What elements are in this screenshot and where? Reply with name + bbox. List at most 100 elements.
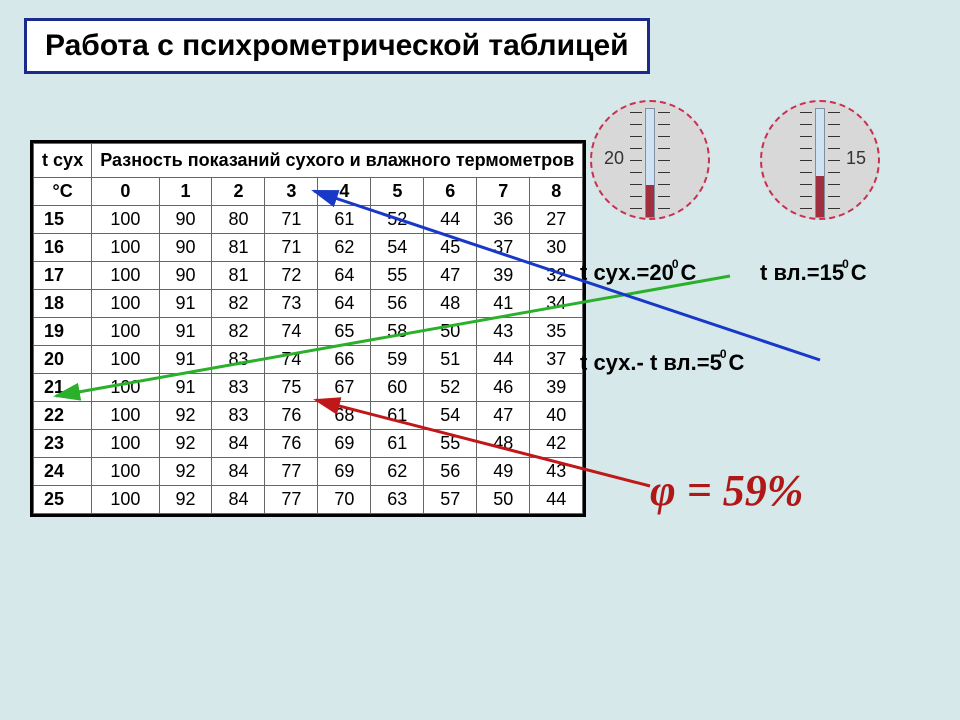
thermometer-reading: 15 bbox=[846, 148, 866, 169]
table-cell: 74 bbox=[265, 346, 318, 374]
table-cell: 59 bbox=[371, 346, 424, 374]
psychrometric-table: t сухРазность показаний сухого и влажног… bbox=[30, 140, 586, 517]
table-cell: 55 bbox=[424, 430, 477, 458]
table-cell: 100 bbox=[92, 290, 159, 318]
table-cell: 44 bbox=[424, 206, 477, 234]
table-cell: 60 bbox=[371, 374, 424, 402]
table-col-header: 0 bbox=[92, 178, 159, 206]
table-cell: 48 bbox=[477, 430, 530, 458]
table-cell: 92 bbox=[159, 486, 212, 514]
table-cell: 92 bbox=[159, 402, 212, 430]
table-cell: 91 bbox=[159, 290, 212, 318]
table-cell: 100 bbox=[92, 318, 159, 346]
table-cell: 39 bbox=[477, 262, 530, 290]
table-cell: 52 bbox=[371, 206, 424, 234]
table-cell: 36 bbox=[477, 206, 530, 234]
table-col-header: 1 bbox=[159, 178, 212, 206]
table-row-header: 25 bbox=[34, 486, 92, 514]
table-cell: 83 bbox=[212, 346, 265, 374]
thermometer-ticks bbox=[658, 112, 678, 208]
table-cell: 71 bbox=[265, 206, 318, 234]
thermometer-dry: 20 bbox=[590, 100, 710, 220]
table-cell: 100 bbox=[92, 262, 159, 290]
table-cell: 69 bbox=[318, 430, 371, 458]
table-cell: 34 bbox=[530, 290, 583, 318]
table-cell: 45 bbox=[424, 234, 477, 262]
thermometer-reading: 20 bbox=[604, 148, 624, 169]
table-cell: 50 bbox=[477, 486, 530, 514]
table-row-header: 18 bbox=[34, 290, 92, 318]
equation-wet-temp: t вл.=150С bbox=[760, 260, 867, 286]
table-cell: 84 bbox=[212, 458, 265, 486]
table-cell: 100 bbox=[92, 458, 159, 486]
table-cell: 100 bbox=[92, 346, 159, 374]
table-row-header: 22 bbox=[34, 402, 92, 430]
table-cell: 73 bbox=[265, 290, 318, 318]
table-row-header: 15 bbox=[34, 206, 92, 234]
table-cell: 72 bbox=[265, 262, 318, 290]
table-cell: 100 bbox=[92, 402, 159, 430]
table-cell: 83 bbox=[212, 402, 265, 430]
table-cell: 44 bbox=[530, 486, 583, 514]
table-row-header: 16 bbox=[34, 234, 92, 262]
table-cell: 61 bbox=[318, 206, 371, 234]
table-cell: 56 bbox=[424, 458, 477, 486]
table-cell: 76 bbox=[265, 430, 318, 458]
table-cell: 81 bbox=[212, 234, 265, 262]
table-cell: 49 bbox=[477, 458, 530, 486]
table-cell: 70 bbox=[318, 486, 371, 514]
table-cell: 68 bbox=[318, 402, 371, 430]
table-cell: 55 bbox=[371, 262, 424, 290]
table-row-header: 19 bbox=[34, 318, 92, 346]
table-cell: 80 bbox=[212, 206, 265, 234]
table-cell: 61 bbox=[371, 430, 424, 458]
table-cell: 81 bbox=[212, 262, 265, 290]
table-cell: 56 bbox=[371, 290, 424, 318]
table-row-header: 24 bbox=[34, 458, 92, 486]
table-cell: 61 bbox=[371, 402, 424, 430]
table-cell: 75 bbox=[265, 374, 318, 402]
table-cell: 62 bbox=[318, 234, 371, 262]
table-cell: 84 bbox=[212, 430, 265, 458]
table-cell: 91 bbox=[159, 318, 212, 346]
thermometer-tube bbox=[645, 108, 655, 218]
table-cell: 90 bbox=[159, 234, 212, 262]
table-cell: 100 bbox=[92, 206, 159, 234]
table-cell: 90 bbox=[159, 206, 212, 234]
table-cell: 47 bbox=[424, 262, 477, 290]
table-cell: 37 bbox=[477, 234, 530, 262]
table-cell: 62 bbox=[371, 458, 424, 486]
table-cell: 74 bbox=[265, 318, 318, 346]
equation-dry-temp: t сух.=200С bbox=[580, 260, 696, 286]
table-unit: °C bbox=[34, 178, 92, 206]
table-col-header: 2 bbox=[212, 178, 265, 206]
table-cell: 76 bbox=[265, 402, 318, 430]
table-cell: 54 bbox=[371, 234, 424, 262]
equation-diff-temp: t сух.- t вл.=50С bbox=[580, 350, 744, 376]
table-cell: 65 bbox=[318, 318, 371, 346]
table-cell: 100 bbox=[92, 486, 159, 514]
table-col-header: 3 bbox=[265, 178, 318, 206]
table-row-header: 17 bbox=[34, 262, 92, 290]
table-cell: 92 bbox=[159, 430, 212, 458]
table-cell: 54 bbox=[424, 402, 477, 430]
table-row-header: 23 bbox=[34, 430, 92, 458]
thermometer-ticks bbox=[622, 112, 642, 208]
table-cell: 63 bbox=[371, 486, 424, 514]
thermometer-fill bbox=[646, 185, 654, 217]
table-cell: 42 bbox=[530, 430, 583, 458]
table-cell: 27 bbox=[530, 206, 583, 234]
table-cell: 77 bbox=[265, 458, 318, 486]
table-cell: 64 bbox=[318, 262, 371, 290]
result-humidity: φ = 59% bbox=[650, 465, 803, 516]
table-cell: 100 bbox=[92, 234, 159, 262]
table-cell: 35 bbox=[530, 318, 583, 346]
table-cell: 100 bbox=[92, 374, 159, 402]
table-cell: 50 bbox=[424, 318, 477, 346]
table-cell: 57 bbox=[424, 486, 477, 514]
table-cell: 66 bbox=[318, 346, 371, 374]
table-cell: 46 bbox=[477, 374, 530, 402]
table-col-header: 5 bbox=[371, 178, 424, 206]
table-cell: 32 bbox=[530, 262, 583, 290]
thermometer-tube bbox=[815, 108, 825, 218]
